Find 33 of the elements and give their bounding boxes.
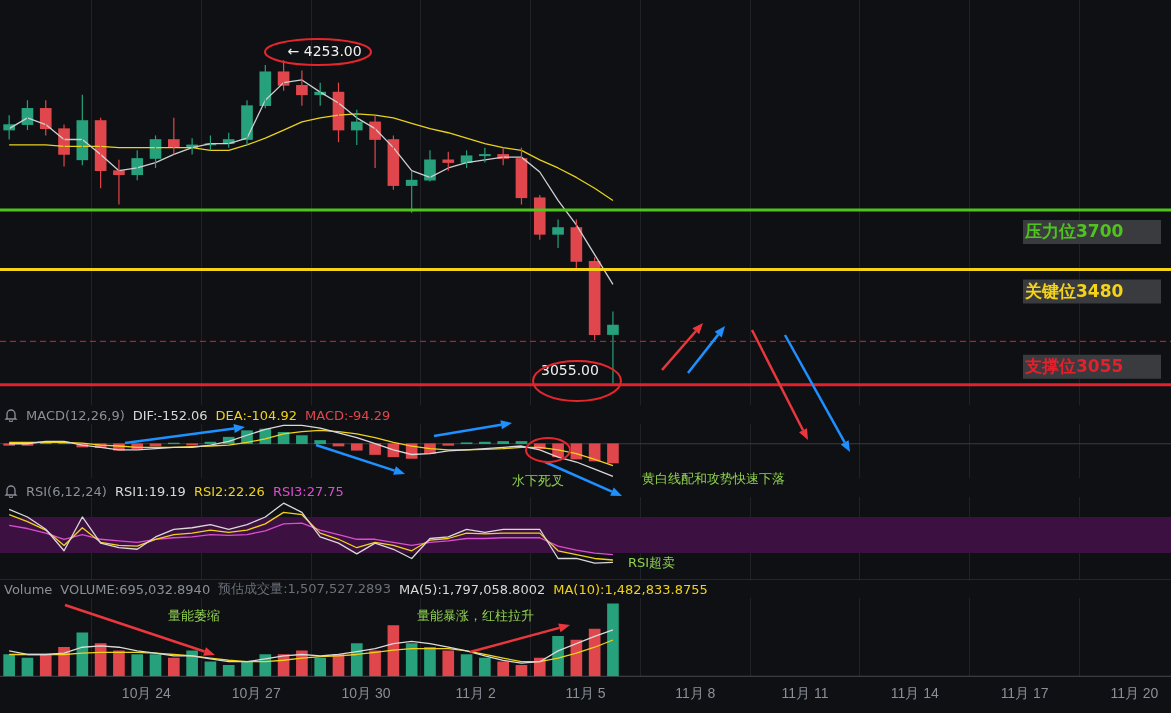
text: RSI1:19.19 bbox=[114, 483, 186, 499]
x-tick-label: 11月 2 bbox=[455, 685, 497, 702]
series-label: RSI2:22.26 bbox=[193, 483, 265, 499]
x-tick-label: 11月 14 bbox=[890, 685, 940, 702]
series-label: DIF:-152.06 bbox=[132, 407, 208, 423]
text: VOLUME:695,032.8940 bbox=[60, 581, 211, 597]
x-tick-label: 11月 11 bbox=[781, 685, 829, 702]
x-tick-label: 10月 24 bbox=[121, 685, 172, 702]
annotation: RSI超卖 bbox=[628, 554, 676, 572]
annotation: 3055.00 bbox=[541, 362, 599, 379]
series-label: MACD:-94.29 bbox=[305, 407, 391, 423]
chart-title: MACD(12,26,9) bbox=[26, 407, 125, 423]
annotation: 黄白线配和攻势快速下落 bbox=[642, 470, 785, 488]
x-tick-label: 11月 17 bbox=[1000, 685, 1049, 702]
x-tick-label: 11月 20 bbox=[1110, 685, 1159, 702]
annotation: ← 4253.00 bbox=[287, 42, 362, 59]
chart-title: Volume bbox=[4, 581, 53, 597]
chart-title: RSI(6,12,24) bbox=[26, 483, 107, 499]
ref-line-label: 压力位3700 bbox=[1024, 221, 1124, 242]
x-tick-label: 11月 8 bbox=[675, 685, 716, 702]
x-tick-label: 10月 30 bbox=[341, 685, 391, 702]
ref-line-label: 支撑位3055 bbox=[1024, 356, 1124, 377]
text: 预估成交量:1,507,527.2893 bbox=[218, 580, 391, 598]
x-tick-label: 11月 5 bbox=[565, 685, 606, 702]
ref-line-label: 关键位3480 bbox=[1024, 280, 1124, 301]
text: MA(10):1,482,833.8755 bbox=[553, 581, 708, 597]
annotation: 水下死叉 bbox=[512, 472, 564, 490]
annotation: 量能暴涨，红柱拉升 bbox=[417, 607, 534, 625]
text: RSI3:27.75 bbox=[272, 483, 344, 499]
x-tick-label: 10月 27 bbox=[231, 685, 281, 702]
series-label: DEA:-104.92 bbox=[215, 407, 298, 423]
annotation: 量能萎缩 bbox=[168, 607, 220, 625]
text: MA(5):1,797,058.8002 bbox=[398, 581, 546, 597]
